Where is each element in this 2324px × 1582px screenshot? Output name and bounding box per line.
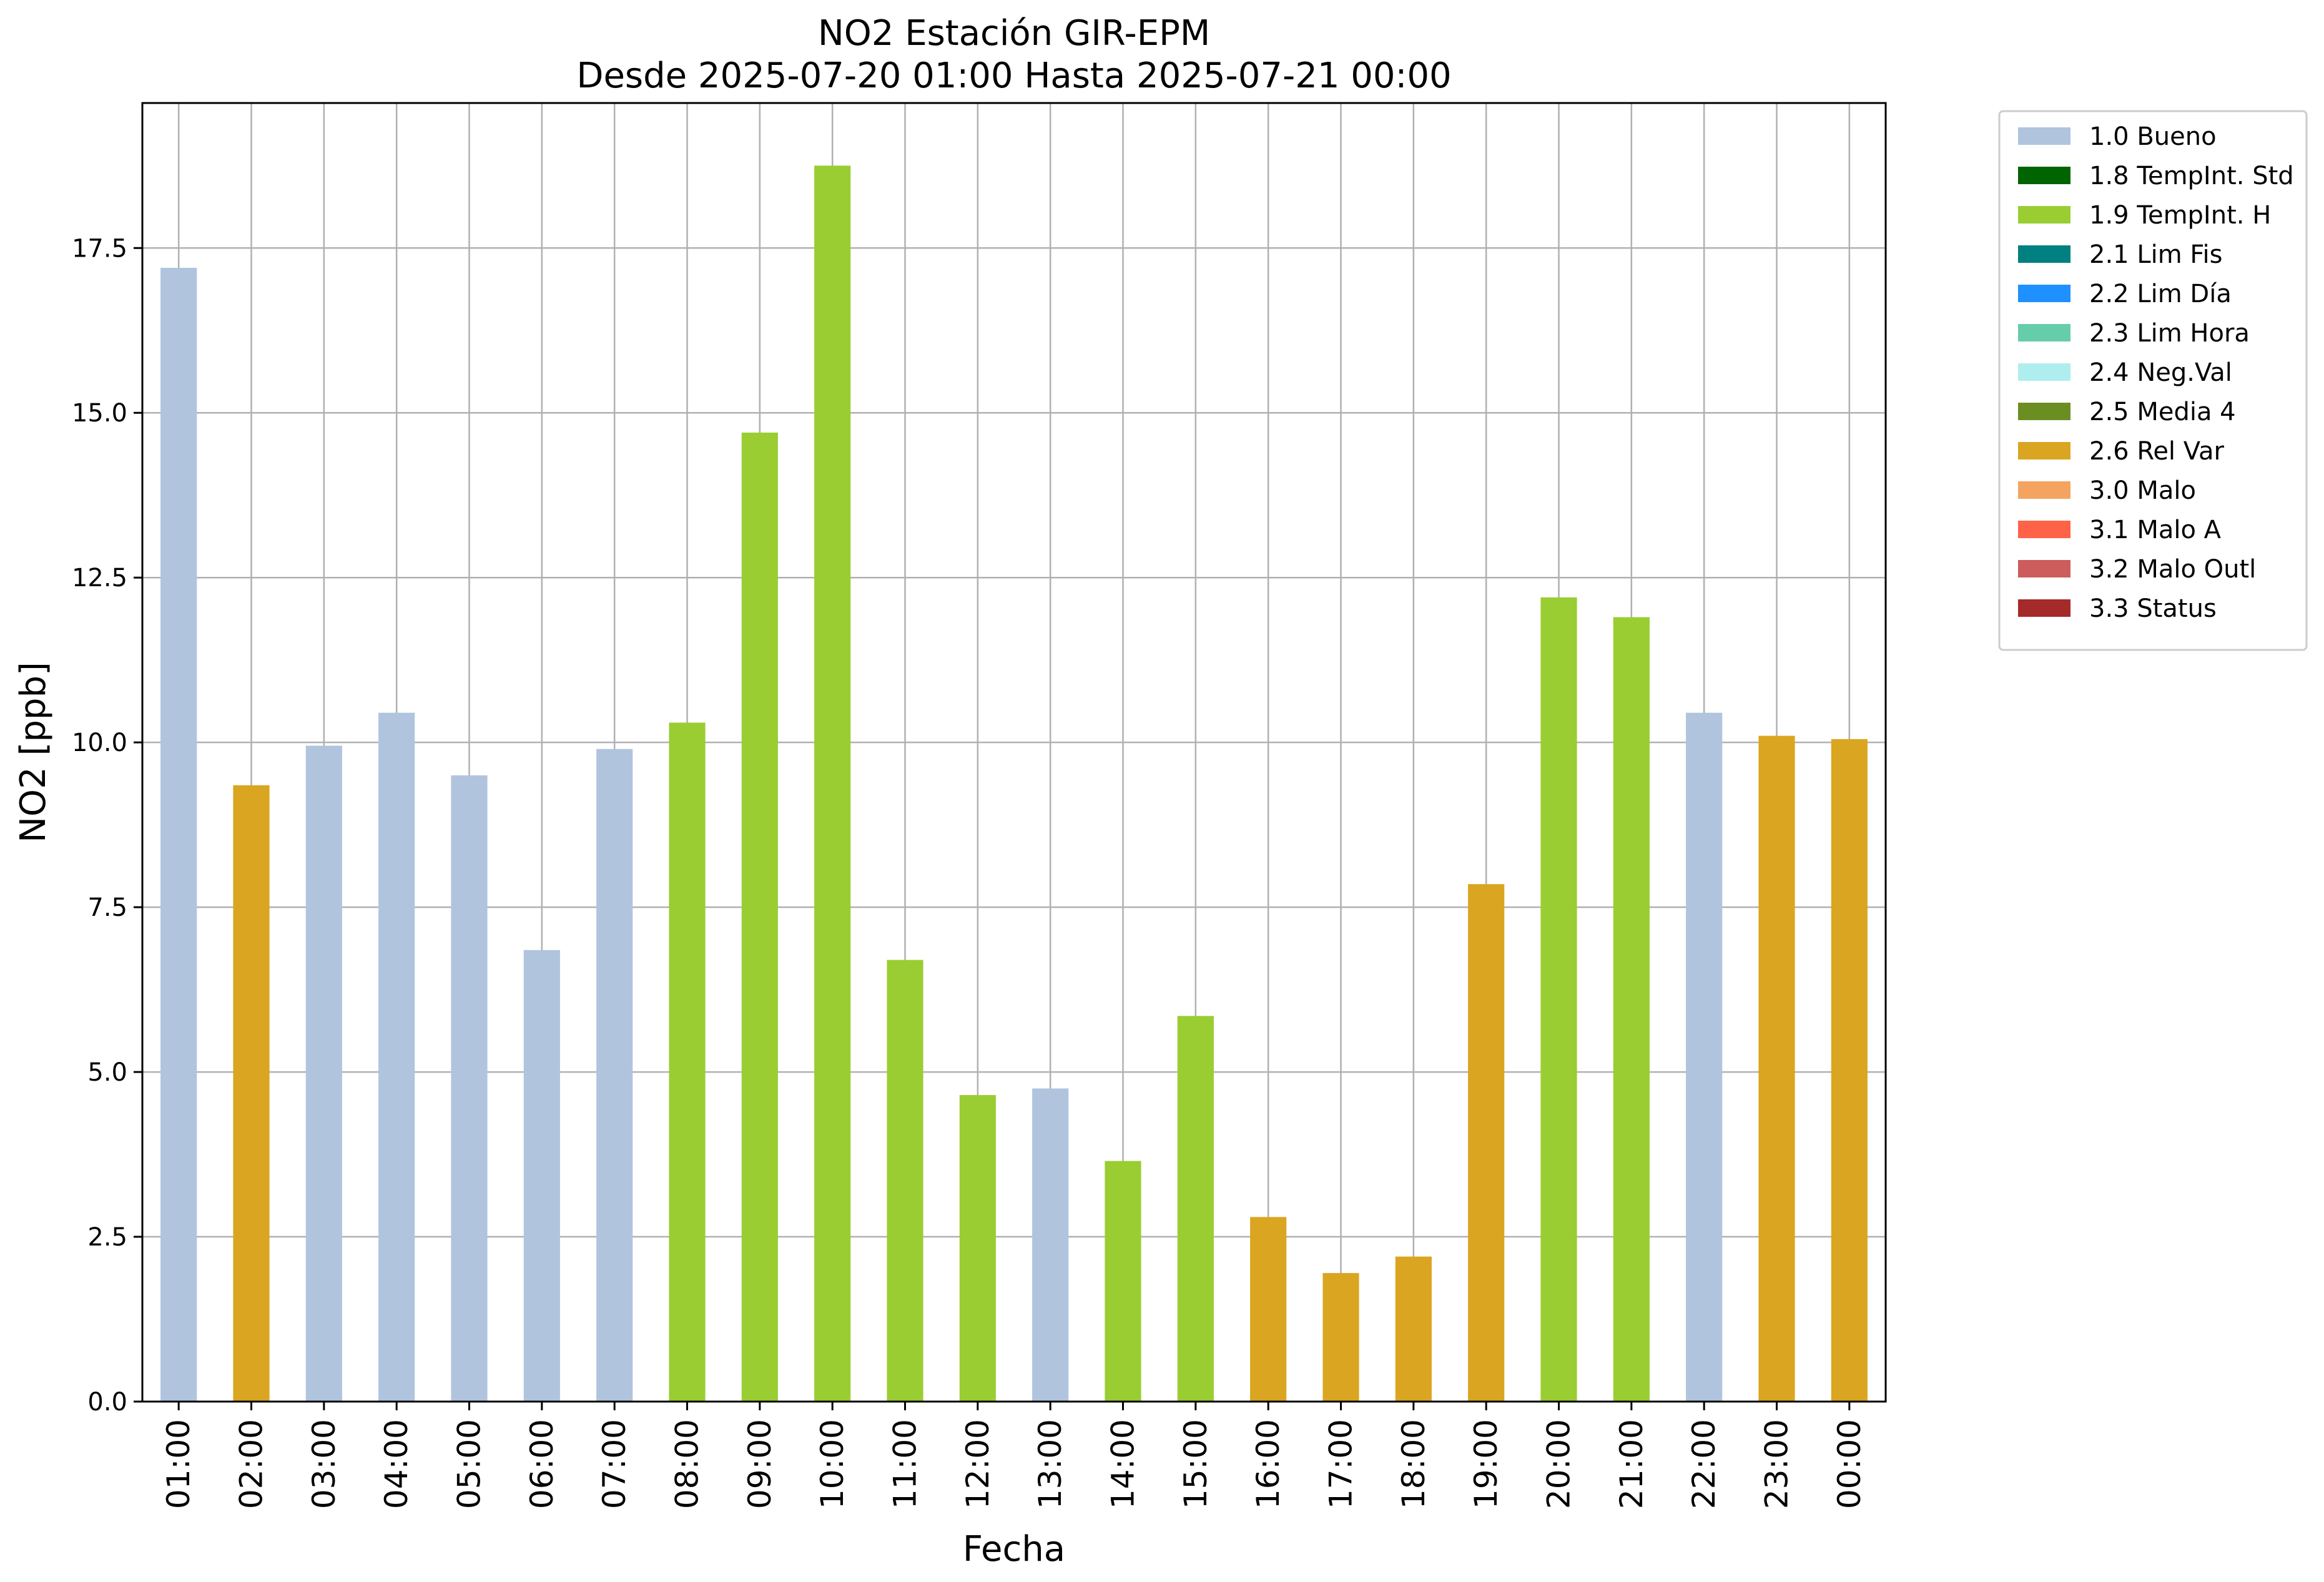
x-tick-label: 02:00	[234, 1419, 270, 1509]
legend-swatch	[2018, 442, 2070, 459]
y-tick-label: 5.0	[87, 1058, 127, 1087]
bar-0100	[160, 267, 197, 1402]
chart-title-line-2: Desde 2025-07-20 01:00 Hasta 2025-07-21 …	[576, 56, 1451, 96]
x-tick-label: 06:00	[524, 1419, 560, 1509]
legend-label: 3.0 Malo	[2089, 476, 2196, 505]
x-tick-label: 08:00	[669, 1419, 706, 1509]
bar-1400	[1105, 1161, 1141, 1402]
plot-frame	[141, 102, 1887, 1403]
bar-0700	[596, 749, 633, 1402]
y-tick-label: 17.5	[72, 234, 127, 263]
bar-1800	[1395, 1256, 1432, 1402]
bar-0600	[523, 950, 560, 1402]
bar-0900	[741, 432, 778, 1402]
bar-1000	[814, 165, 851, 1402]
bar-1700	[1322, 1273, 1359, 1402]
bar-1900	[1468, 884, 1505, 1402]
legend-label: 2.1 Lim Fis	[2089, 240, 2222, 269]
legend-label: 3.2 Malo Outl	[2089, 555, 2256, 584]
legend-swatch	[2018, 127, 2070, 145]
legend-swatch	[2018, 560, 2070, 577]
legend-swatch	[2018, 363, 2070, 381]
x-axis-ticks: 01:00 02:00 03:00 04:00 05:00 06:00 07:00 08:00…	[160, 1402, 1868, 1509]
legend-label: 2.5 Media 4	[2089, 398, 2236, 426]
bar-1200	[959, 1095, 996, 1402]
legend-label: 2.6 Rel Var	[2089, 437, 2225, 466]
legend-box	[1998, 110, 2308, 651]
legend-label: 1.0 Bueno	[2089, 122, 2217, 151]
legend-label: 1.8 TempInt. Std	[2089, 162, 2294, 190]
bar-0500	[451, 775, 488, 1402]
x-tick-label: 19:00	[1468, 1419, 1504, 1509]
legend-swatch	[2018, 481, 2070, 499]
x-tick-label: 20:00	[1541, 1419, 1577, 1509]
x-tick-label: 22:00	[1686, 1419, 1722, 1509]
x-tick-label: 10:00	[814, 1419, 850, 1509]
x-tick-label: 00:00	[1831, 1419, 1868, 1509]
legend-label: 1.9 TempInt. H	[2089, 201, 2271, 230]
bar-0200	[233, 785, 270, 1402]
bar-1600	[1250, 1217, 1287, 1402]
legend-label: 2.2 Lim Día	[2089, 280, 2232, 308]
y-tick-label: 0.0	[87, 1388, 127, 1417]
x-tick-label: 18:00	[1396, 1419, 1432, 1509]
x-tick-label: 14:00	[1105, 1419, 1141, 1509]
x-tick-label: 03:00	[306, 1419, 342, 1509]
bar-0300	[305, 745, 342, 1402]
bars	[160, 165, 1868, 1402]
legend-label: 2.3 Lim Hora	[2089, 319, 2250, 348]
x-tick-label: 21:00	[1613, 1419, 1650, 1509]
bar-0800	[669, 722, 706, 1402]
x-tick-label: 07:00	[596, 1419, 633, 1509]
legend-swatch	[2018, 245, 2070, 263]
legend: 1.0 Bueno 1.8 TempInt. Std 1.9 TempInt. H 2…	[1998, 110, 2308, 651]
x-tick-label: 15:00	[1178, 1419, 1214, 1509]
y-tick-label: 10.0	[72, 729, 127, 757]
x-tick-label: 11:00	[887, 1419, 923, 1509]
y-tick-label: 2.5	[87, 1223, 127, 1252]
x-tick-label: 13:00	[1032, 1419, 1068, 1509]
x-tick-label: 01:00	[160, 1419, 197, 1509]
legend-swatch	[2018, 599, 2070, 617]
x-tick-label: 04:00	[378, 1419, 415, 1509]
bar-1300	[1032, 1088, 1069, 1402]
x-tick-label: 05:00	[451, 1419, 488, 1509]
x-axis-label: Fecha	[963, 1529, 1065, 1570]
legend-swatch	[2018, 521, 2070, 538]
bar-0000	[1831, 739, 1868, 1402]
legend-swatch	[2018, 167, 2070, 184]
x-tick-label: 16:00	[1250, 1419, 1286, 1509]
legend-swatch	[2018, 285, 2070, 302]
chart-title-line-1: NO2 Estación GIR-EPM	[818, 13, 1210, 54]
bar-0400	[378, 712, 415, 1402]
x-tick-label: 23:00	[1759, 1419, 1795, 1509]
x-tick-label: 09:00	[742, 1419, 778, 1509]
x-tick-label: 12:00	[960, 1419, 996, 1509]
y-axis-ticks: 0.0 2.5 5.0 7.5 10.0 12.5 15.0 17.5	[72, 234, 142, 1417]
bar-1100	[887, 960, 923, 1402]
bar-1500	[1177, 1016, 1214, 1402]
legend-label: 3.1 Malo A	[2089, 516, 2222, 544]
bar-2000	[1540, 597, 1577, 1402]
y-tick-label: 7.5	[87, 893, 127, 922]
legend-swatch	[2018, 403, 2070, 420]
y-tick-label: 15.0	[72, 399, 127, 428]
legend-label: 2.4 Neg.Val	[2089, 358, 2232, 387]
y-axis-label: NO2 [ppb]	[13, 662, 54, 843]
legend-label: 3.3 Status	[2089, 594, 2217, 623]
x-tick-label: 17:00	[1323, 1419, 1359, 1509]
bar-2100	[1613, 617, 1650, 1402]
bar-2200	[1686, 712, 1723, 1402]
bar-2300	[1758, 735, 1795, 1402]
y-tick-label: 12.5	[72, 564, 127, 592]
legend-swatch	[2018, 324, 2070, 341]
legend-swatch	[2018, 206, 2070, 224]
